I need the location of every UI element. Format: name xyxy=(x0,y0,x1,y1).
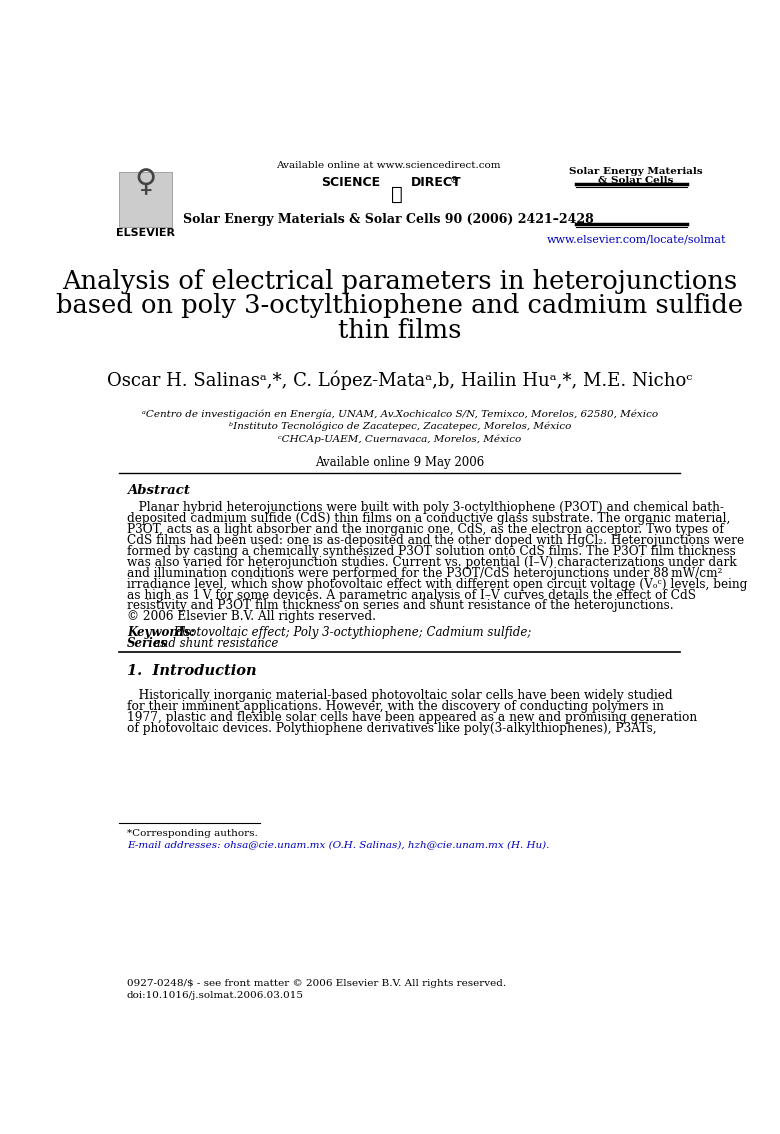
Text: ᵃCentro de investigación en Energía, UNAM, Av.Xochicalco S/N, Temixco, Morelos, : ᵃCentro de investigación en Energía, UNA… xyxy=(142,409,658,418)
Text: Oscar H. Salinasᵃ,*, C. López-Mataᵃ,b, Hailin Huᵃ,*, M.E. Nichoᶜ: Oscar H. Salinasᵃ,*, C. López-Mataᵃ,b, H… xyxy=(107,371,693,390)
Text: Keywords:: Keywords: xyxy=(127,626,195,638)
Text: and shunt resistance: and shunt resistance xyxy=(151,637,278,651)
Text: was also varied for heterojunction studies. Current vs. potential (I–V) characte: was also varied for heterojunction studi… xyxy=(127,556,736,569)
Text: E-mail addresses: ohsa@cie.unam.mx (O.H. Salinas), hzh@cie.unam.mx (H. Hu).: E-mail addresses: ohsa@cie.unam.mx (O.H.… xyxy=(127,840,549,849)
Text: ⓐ: ⓐ xyxy=(391,185,402,204)
Text: 1.  Introduction: 1. Introduction xyxy=(127,663,257,677)
Text: DIRECT: DIRECT xyxy=(411,176,462,189)
Text: Available online 9 May 2006: Available online 9 May 2006 xyxy=(315,456,484,468)
FancyBboxPatch shape xyxy=(119,171,172,227)
Text: © 2006 Elsevier B.V. All rights reserved.: © 2006 Elsevier B.V. All rights reserved… xyxy=(127,610,376,624)
Text: *Corresponding authors.: *Corresponding authors. xyxy=(127,829,257,838)
Text: 1977, plastic and flexible solar cells have been appeared as a new and promising: 1977, plastic and flexible solar cells h… xyxy=(127,711,697,723)
Text: and illumination conditions were performed for the P3OT/CdS heterojunctions unde: and illumination conditions were perform… xyxy=(127,567,722,579)
Text: & Solar Cells: & Solar Cells xyxy=(598,176,674,185)
Text: resistivity and P3OT film thickness on series and shunt resistance of the hetero: resistivity and P3OT film thickness on s… xyxy=(127,600,674,612)
Text: Series: Series xyxy=(127,637,168,651)
Text: of photovoltaic devices. Polythiophene derivatives like poly(3-alkylthiophenes),: of photovoltaic devices. Polythiophene d… xyxy=(127,721,657,735)
Text: CdS films had been used: one is as-deposited and the other doped with HgCl₂. Het: CdS films had been used: one is as-depos… xyxy=(127,534,744,547)
Text: P3OT, acts as a light absorber and the inorganic one, CdS, as the electron accep: P3OT, acts as a light absorber and the i… xyxy=(127,523,724,536)
Text: ᵇInstituto Tecnológico de Zacatepec, Zacatepec, Morelos, México: ᵇInstituto Tecnológico de Zacatepec, Zac… xyxy=(229,422,571,431)
Text: 0927-0248/$ - see front matter © 2006 Elsevier B.V. All rights reserved.: 0927-0248/$ - see front matter © 2006 El… xyxy=(127,980,506,988)
Text: SCIENCE: SCIENCE xyxy=(321,176,381,189)
Text: Solar Energy Materials: Solar Energy Materials xyxy=(569,167,703,176)
Text: Solar Energy Materials & Solar Cells 90 (2006) 2421–2428: Solar Energy Materials & Solar Cells 90 … xyxy=(183,213,594,226)
Text: for their imminent applications. However, with the discovery of conducting polym: for their imminent applications. However… xyxy=(127,700,664,713)
Text: thin films: thin films xyxy=(338,318,462,342)
Text: ®: ® xyxy=(450,176,459,185)
Text: ELSEVIER: ELSEVIER xyxy=(116,228,175,238)
Text: Photovoltaic effect; Poly 3-octythiophene; Cadmium sulfide;: Photovoltaic effect; Poly 3-octythiophen… xyxy=(169,626,535,638)
Text: Analysis of electrical parameters in heterojunctions: Analysis of electrical parameters in het… xyxy=(62,269,737,294)
Text: deposited cadmium sulfide (CdS) thin films on a conductive glass substrate. The : deposited cadmium sulfide (CdS) thin fil… xyxy=(127,511,730,525)
Text: based on poly 3-octylthiophene and cadmium sulfide: based on poly 3-octylthiophene and cadmi… xyxy=(56,294,743,319)
Text: doi:10.1016/j.solmat.2006.03.015: doi:10.1016/j.solmat.2006.03.015 xyxy=(127,991,304,1000)
Text: Planar hybrid heterojunctions were built with poly 3-octylthiophene (P3OT) and c: Planar hybrid heterojunctions were built… xyxy=(127,501,724,514)
Text: ᶜCHCAp-UAEM, Cuernavaca, Morelos, México: ᶜCHCAp-UAEM, Cuernavaca, Morelos, México xyxy=(278,434,521,443)
Text: Abstract: Abstract xyxy=(127,484,190,497)
Text: Historically inorganic material-based photovoltaic solar cells have been widely : Historically inorganic material-based ph… xyxy=(127,689,672,702)
Text: irradiance level, which show photovoltaic effect with different open circuit vol: irradiance level, which show photovoltai… xyxy=(127,577,747,591)
Text: formed by casting a chemically synthesized P3OT solution onto CdS films. The P3O: formed by casting a chemically synthesiz… xyxy=(127,544,736,558)
Text: Available online at www.sciencedirect.com: Available online at www.sciencedirect.co… xyxy=(276,161,501,170)
Text: as high as 1 V for some devices. A parametric analysis of I–V curves details the: as high as 1 V for some devices. A param… xyxy=(127,589,696,601)
Text: www.elsevier.com/locate/solmat: www.elsevier.com/locate/solmat xyxy=(546,235,726,245)
Text: ♀: ♀ xyxy=(134,167,157,197)
